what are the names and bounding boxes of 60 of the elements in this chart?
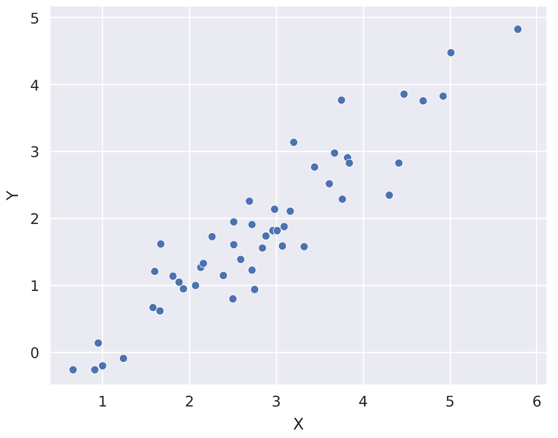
point	[119, 354, 128, 363]
y-tick-label: 1	[30, 278, 40, 295]
point	[199, 259, 208, 268]
point	[156, 240, 166, 248]
point	[248, 266, 256, 274]
y-tick-label: 0	[30, 344, 40, 362]
point	[258, 244, 267, 252]
x-tick-label: 6	[532, 394, 542, 410]
point	[438, 92, 448, 100]
point	[278, 242, 287, 250]
point	[400, 90, 408, 98]
point	[245, 196, 254, 206]
y-tick-label: 3	[30, 144, 40, 162]
y-tick-label: 2	[30, 211, 40, 228]
point	[229, 240, 238, 249]
point	[168, 272, 178, 280]
point	[330, 148, 339, 158]
point	[446, 48, 456, 57]
point	[280, 222, 288, 231]
point	[236, 255, 246, 264]
point	[229, 218, 238, 226]
point	[68, 365, 78, 374]
point	[286, 206, 295, 216]
point	[228, 294, 238, 304]
point	[248, 220, 256, 229]
point	[179, 284, 188, 294]
point	[300, 242, 308, 251]
point	[289, 138, 298, 147]
x-axis-title: X	[293, 414, 304, 434]
point	[191, 281, 200, 290]
x-tick-label: 1	[98, 394, 108, 410]
y-tick-label: 5	[30, 10, 40, 28]
point	[98, 361, 107, 370]
point	[345, 158, 354, 168]
y-tick-label: 4	[30, 77, 40, 94]
point	[384, 190, 394, 200]
x-tick-label: 4	[358, 394, 368, 410]
point	[338, 194, 347, 204]
point	[270, 204, 279, 214]
point	[394, 158, 404, 168]
point	[150, 267, 160, 276]
point	[219, 271, 228, 280]
point	[514, 24, 522, 34]
point	[418, 96, 428, 106]
point	[262, 232, 270, 240]
point	[310, 162, 319, 172]
point	[272, 226, 282, 235]
point	[174, 278, 184, 286]
point	[250, 285, 259, 294]
x-tick-label: 2	[184, 394, 194, 410]
point	[337, 96, 346, 104]
point	[94, 338, 103, 348]
x-tick-label: 5	[445, 394, 455, 410]
point	[325, 180, 334, 188]
point	[156, 306, 164, 316]
point	[148, 303, 158, 312]
point	[90, 365, 100, 374]
y-axis-title: Y	[3, 190, 22, 202]
x-tick-label: 3	[272, 394, 282, 410]
point	[208, 232, 216, 241]
